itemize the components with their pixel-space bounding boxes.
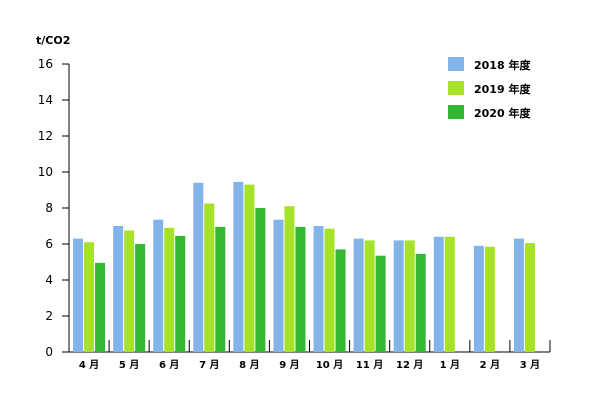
bar: [433, 236, 444, 352]
bar: [233, 181, 244, 352]
y-axis-unit-label: t/CO2: [36, 34, 70, 47]
bar: [375, 255, 386, 352]
y-tick-label: 10: [38, 165, 53, 179]
bar: [124, 230, 135, 352]
x-tick-label: 3 月: [520, 359, 540, 371]
bar: [313, 226, 324, 352]
x-tick-label: 2 月: [480, 359, 500, 371]
legend-label: 2018 年度: [474, 58, 531, 72]
x-tick-label: 5 月: [119, 359, 139, 371]
bar: [273, 219, 284, 352]
x-axis: 4 月 5 月 6 月 7 月 8 月 9 月 10 月 11 月 12 月 1 月 2 月 3 月: [68, 340, 551, 371]
y-tick-label: 6: [45, 237, 53, 251]
x-tick-label: 4 月: [79, 359, 99, 371]
bar: [393, 240, 404, 352]
y-tick-label: 14: [38, 93, 53, 107]
y-tick-label: 4: [45, 273, 53, 287]
bar: [215, 226, 226, 352]
bar: [353, 238, 364, 352]
x-tick-label: 11 月: [356, 359, 383, 371]
bar: [193, 182, 204, 352]
bar: [444, 236, 455, 352]
bar: [335, 249, 346, 352]
bar: [164, 227, 175, 352]
x-tick-label: 12 月: [396, 359, 423, 371]
y-tick-label: 2: [45, 309, 53, 323]
bar: [135, 244, 146, 352]
y-tick-label: 12: [38, 129, 53, 143]
bar: [84, 242, 95, 352]
legend-swatch: [448, 81, 464, 95]
bar: [473, 245, 484, 352]
y-tick-label: 16: [38, 57, 53, 71]
bar: [324, 228, 335, 352]
x-tick-label: 10 月: [316, 359, 343, 371]
bar: [113, 226, 124, 352]
legend-swatch: [448, 57, 464, 71]
bar: [255, 208, 266, 352]
bar: [153, 219, 164, 352]
bar: [284, 206, 295, 352]
bar: [175, 235, 186, 352]
x-tick-label: 9 月: [279, 359, 299, 371]
legend-label: 2019 年度: [474, 82, 531, 96]
bar: [404, 240, 415, 352]
y-tick-label: 0: [45, 345, 53, 359]
x-tick-label: 7 月: [199, 359, 219, 371]
legend-swatch: [448, 105, 464, 119]
bar: [415, 253, 426, 352]
bar: [364, 240, 375, 352]
y-tick-label: 8: [45, 201, 53, 215]
legend-label: 2020 年度: [474, 106, 531, 120]
bar: [295, 226, 306, 352]
bar: [524, 243, 535, 352]
bar: [95, 262, 106, 352]
bar: [513, 238, 524, 352]
bar: [204, 203, 215, 352]
bar: [244, 184, 255, 352]
legend: 2018 年度 2019 年度 2020 年度: [448, 57, 531, 120]
x-tick-label: 6 月: [159, 359, 179, 371]
x-tick-label: 8 月: [239, 359, 259, 371]
y-axis: 0 2 4 6 8 10 12 14 16: [38, 57, 70, 359]
bar: [73, 238, 84, 352]
bar: [484, 246, 495, 352]
x-tick-label: 1 月: [440, 359, 460, 371]
bars: [73, 181, 535, 352]
